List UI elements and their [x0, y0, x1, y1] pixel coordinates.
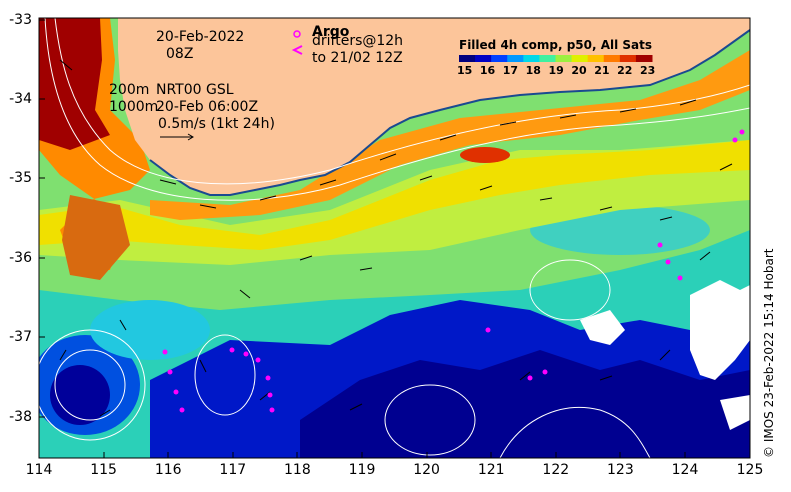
velocity-scale-arrow	[160, 133, 194, 141]
colorbar-swatch	[619, 55, 637, 62]
colorbar-title: Filled 4h comp, p50, All Sats	[459, 38, 653, 52]
coastline	[149, 29, 750, 196]
x-axis-label: 114	[25, 462, 53, 478]
x-axis-label: 125	[736, 462, 764, 478]
shelf-warm-strip	[150, 50, 750, 220]
x-axis-label: 116	[154, 462, 182, 478]
cloud-gap	[720, 395, 750, 430]
colorbar-tick-label: 22	[617, 64, 633, 77]
x-axis-label: 119	[348, 462, 376, 478]
colorbar-swatch	[459, 55, 476, 62]
cloud-gap	[690, 280, 750, 380]
drifters-label: drifters@12h	[312, 33, 404, 49]
colorbar	[459, 55, 653, 62]
x-axis-label: 117	[219, 462, 247, 478]
velocity-arrows	[59, 59, 733, 417]
argo-marker-icon	[293, 30, 301, 38]
colorbar-swatch	[523, 55, 540, 62]
y-axis-label: -35	[9, 170, 32, 186]
colorbar-swatch	[475, 55, 492, 62]
velocity-scale-label: 0.5m/s (1kt 24h)	[158, 116, 275, 132]
x-axis-label: 115	[90, 462, 117, 478]
colorbar-swatch	[635, 55, 653, 62]
colorbar-tick-label: 23	[640, 64, 656, 77]
y-axis-label: -38	[9, 409, 32, 425]
x-axis-label: 122	[542, 462, 570, 478]
colorbar-tick-label: 21	[594, 64, 610, 77]
cool-water-deep	[300, 350, 750, 458]
credit-text: © IMOS 23-Feb-2022 15:14 Hobart	[762, 248, 776, 458]
colorbar-tick-label: 20	[571, 64, 587, 77]
colorbar-tick-label: 17	[502, 64, 519, 77]
plot-frame	[38, 17, 751, 459]
cyan-patch	[90, 300, 210, 360]
leeuwin-core	[39, 18, 110, 150]
x-axis-label: 124	[671, 462, 699, 478]
colorbar-tick-label: 16	[479, 64, 496, 77]
timestamp-label: 20-Feb 06:00Z	[156, 99, 259, 115]
argo-drifter-tracks	[162, 129, 745, 413]
colorbar-swatch	[507, 55, 524, 62]
y-axis-label: -36	[9, 250, 32, 266]
colorbar-tick-label: 15	[457, 64, 473, 77]
axis-ticks	[39, 19, 686, 458]
date-line-2: 08Z	[166, 46, 194, 62]
colorbar-swatch	[571, 55, 589, 62]
x-axis-label: 120	[413, 462, 440, 478]
x-axis-label: 118	[284, 462, 311, 478]
date-line-1: 20-Feb-2022	[156, 29, 245, 45]
colorbar-tick-label: 18	[525, 64, 541, 77]
x-axis-label: 123	[607, 462, 634, 478]
y-axis-label: -34	[9, 91, 32, 107]
warm-band-yellow	[39, 140, 750, 250]
drifters-until: to 21/02 12Z	[312, 50, 403, 66]
y-axis-label: -37	[9, 329, 32, 345]
x-axis-label: 121	[477, 462, 505, 478]
colorbar-swatch	[539, 55, 556, 62]
colorbar-swatch	[587, 55, 605, 62]
colorbar-swatch	[491, 55, 508, 62]
cloud-gap	[580, 310, 625, 345]
colorbar-tick-label: 19	[548, 64, 564, 77]
leeuwin-edge	[62, 195, 130, 280]
argo-label: Argo	[312, 24, 350, 40]
warm-eddy-121	[460, 147, 510, 163]
bathymetry-contours	[39, 18, 750, 458]
source-label: NRT00 GSL	[156, 82, 234, 98]
colorbar-swatch	[555, 55, 573, 62]
drifter-marker-icon	[291, 45, 303, 55]
land-australia	[118, 18, 750, 195]
y-axis-label: -33	[9, 12, 32, 28]
contour-1000-label: 1000m	[109, 99, 159, 115]
cool-eddy-west-core	[50, 365, 110, 425]
contour-200-label: 200m	[109, 82, 150, 98]
colorbar-swatch	[603, 55, 621, 62]
